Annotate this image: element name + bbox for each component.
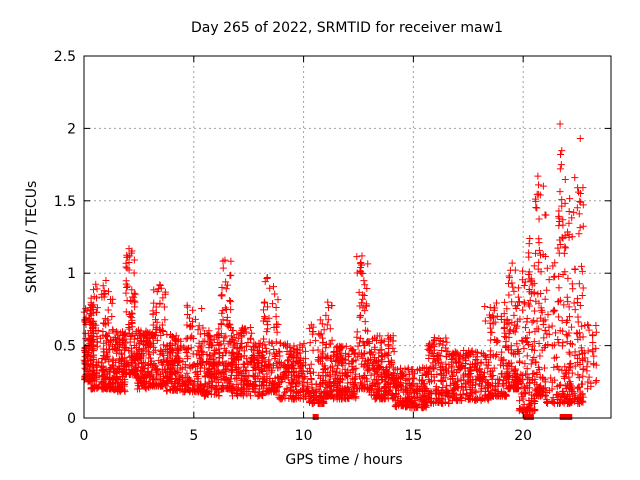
- grid-lines: [84, 56, 611, 418]
- y-tick-label-2: 2: [67, 121, 76, 137]
- zero-flag-square: [562, 414, 569, 420]
- tick-labels: 0 5 10 15 20 0 0.5 1 1.5 2 2.5: [54, 49, 532, 444]
- zero-flag-square: [527, 414, 534, 420]
- zero-flag-square: [523, 414, 530, 420]
- x-axis-label: GPS time / hours: [285, 452, 402, 468]
- x-tick-label-15: 15: [404, 428, 422, 444]
- y-tick-label-1.5: 1.5: [54, 194, 76, 210]
- x-tick-label-10: 10: [295, 428, 313, 444]
- zero-value-square-markers: [312, 414, 573, 420]
- x-tick-label-20: 20: [514, 428, 532, 444]
- plot-border: [83, 55, 612, 419]
- y-tick-label-2.5: 2.5: [54, 49, 76, 65]
- x-tick-label-5: 5: [189, 428, 198, 444]
- y-tick-label-0.5: 0.5: [54, 339, 76, 355]
- y-tick-label-1: 1: [67, 266, 76, 282]
- zero-flag-square: [566, 414, 573, 420]
- y-tick-label-0: 0: [67, 411, 76, 427]
- x-tick-label-0: 0: [80, 428, 89, 444]
- y-axis-label: SRMTID / TECUs: [24, 181, 40, 294]
- chart-title: Day 265 of 2022, SRMTID for receiver maw…: [191, 20, 503, 36]
- zero-flag-square: [312, 414, 319, 420]
- zero-flag-square: [559, 414, 566, 420]
